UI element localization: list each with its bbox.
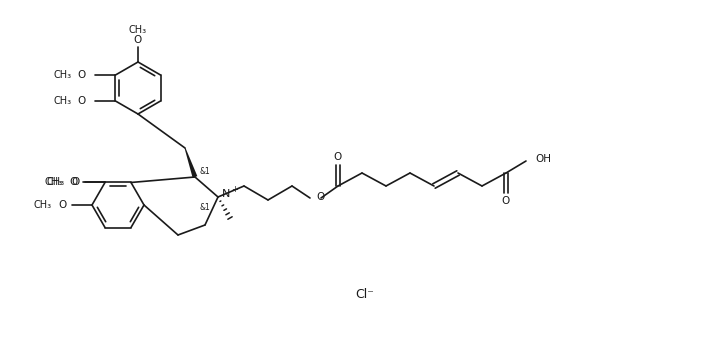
Text: &1: &1 (200, 167, 211, 176)
Text: O: O (316, 192, 324, 202)
Text: O: O (77, 96, 86, 106)
Text: CH₃: CH₃ (129, 25, 147, 35)
Text: O: O (58, 200, 67, 210)
Text: Cl⁻: Cl⁻ (355, 289, 374, 301)
Text: &1: &1 (200, 203, 211, 212)
Text: CH₃: CH₃ (45, 177, 63, 188)
Text: CH₃: CH₃ (34, 200, 52, 210)
Text: CH₃: CH₃ (53, 96, 71, 106)
Text: O: O (70, 177, 78, 188)
Text: O: O (77, 70, 86, 80)
Text: CH₃: CH₃ (53, 70, 71, 80)
Text: OH: OH (535, 154, 551, 164)
Text: O: O (502, 196, 510, 206)
Text: O: O (72, 177, 80, 188)
Text: O: O (134, 35, 142, 45)
Text: +: + (231, 185, 238, 194)
Text: O: O (334, 152, 342, 162)
Text: CH₃: CH₃ (47, 177, 65, 188)
Polygon shape (185, 148, 198, 178)
Text: N: N (222, 189, 231, 199)
